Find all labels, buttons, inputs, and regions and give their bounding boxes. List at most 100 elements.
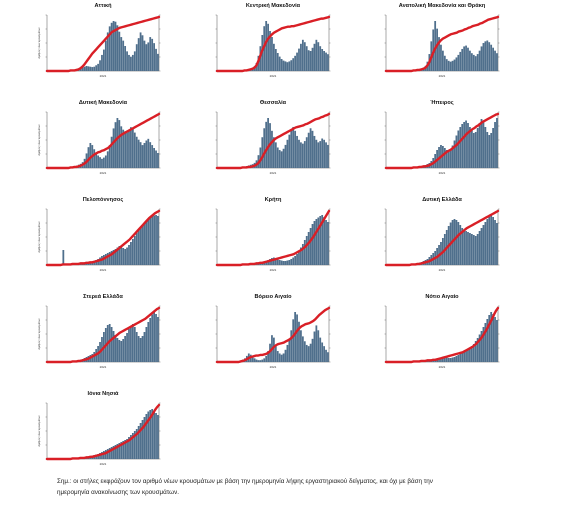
bar <box>269 31 271 71</box>
bar <box>151 314 154 362</box>
bar <box>469 50 471 71</box>
bar <box>137 336 140 362</box>
bar <box>317 330 320 362</box>
chart-panel: Κρήτη 2021 <box>203 197 343 275</box>
bar <box>253 358 256 362</box>
bar <box>467 123 469 168</box>
bar <box>496 53 498 71</box>
bar <box>496 320 498 362</box>
bar <box>311 130 314 168</box>
bar <box>470 53 473 71</box>
bar <box>461 124 464 168</box>
bar <box>496 223 498 265</box>
bar <box>465 351 467 362</box>
bar <box>472 54 475 71</box>
bar <box>104 155 107 168</box>
bar <box>108 145 111 168</box>
bar <box>261 359 264 362</box>
bar <box>290 330 293 362</box>
x-tick-label: 2021 <box>270 365 277 369</box>
bar <box>112 21 115 71</box>
bar <box>305 137 308 168</box>
bar <box>325 349 327 362</box>
bar <box>327 222 329 265</box>
bar <box>93 149 96 168</box>
bar <box>292 257 295 265</box>
chart-title: Αττική <box>94 3 112 9</box>
bar <box>472 235 475 265</box>
bar <box>143 417 146 459</box>
bar <box>461 48 464 71</box>
bar <box>108 448 111 459</box>
bar <box>482 327 485 362</box>
bar <box>151 216 154 265</box>
bar <box>130 56 132 71</box>
bar <box>315 325 318 362</box>
chart-svg: Αριθμός νέων κρουσμάτων 2021 <box>37 305 161 369</box>
bar <box>147 42 150 71</box>
bar <box>451 145 454 168</box>
bar <box>145 414 148 459</box>
bar <box>273 257 275 265</box>
bar <box>153 43 155 71</box>
bar <box>474 132 477 168</box>
bar <box>301 39 304 71</box>
bar <box>286 260 289 265</box>
bar <box>153 215 155 265</box>
bar <box>259 360 262 362</box>
chart-svg: 2021 <box>384 14 500 78</box>
chart-panel: Δυτική Μακεδονία Αριθμός νέων κρουσμάτων 2… <box>33 100 173 178</box>
bar <box>265 355 268 362</box>
bar <box>294 55 297 71</box>
bar <box>149 217 152 265</box>
bar <box>296 314 298 362</box>
bar <box>101 54 103 71</box>
bar <box>286 139 289 168</box>
bar <box>81 67 84 71</box>
bar <box>490 133 493 168</box>
bar <box>325 220 327 265</box>
bar <box>467 47 469 71</box>
bar <box>282 261 285 265</box>
bar <box>120 442 123 459</box>
bar <box>488 42 491 71</box>
bar <box>311 338 314 362</box>
bar <box>459 51 462 71</box>
bar <box>126 439 128 459</box>
bar <box>149 318 152 362</box>
bar <box>151 145 154 168</box>
bar <box>106 32 109 71</box>
chart-title: Κεντρική Μακεδονία <box>245 3 301 9</box>
bar <box>147 138 150 168</box>
bar <box>323 139 325 168</box>
bar <box>309 128 312 168</box>
bar <box>143 143 146 168</box>
bar <box>118 120 121 168</box>
bar <box>131 324 134 362</box>
bar <box>488 315 491 362</box>
bar <box>484 323 487 362</box>
bar <box>149 410 152 459</box>
bar <box>321 215 324 265</box>
bar <box>157 415 159 459</box>
bar <box>114 249 117 265</box>
bar <box>263 358 266 362</box>
bar <box>131 433 134 459</box>
bar <box>465 45 467 71</box>
bar <box>124 46 127 71</box>
bar <box>151 38 154 71</box>
chart-svg: 2021 <box>215 111 331 175</box>
cumulative-line <box>45 15 161 73</box>
y-axis-label: Αριθμός νέων κρουσμάτων <box>37 415 41 447</box>
bar <box>278 150 281 168</box>
bar <box>313 221 316 265</box>
bar <box>461 228 464 265</box>
chart-panel: Ήπειρος 2021 <box>372 100 512 178</box>
bar <box>294 312 297 362</box>
bar <box>126 132 128 168</box>
bar <box>445 357 448 362</box>
bar <box>447 151 450 168</box>
bar <box>145 140 148 168</box>
bar <box>309 343 312 362</box>
bar <box>296 52 298 71</box>
